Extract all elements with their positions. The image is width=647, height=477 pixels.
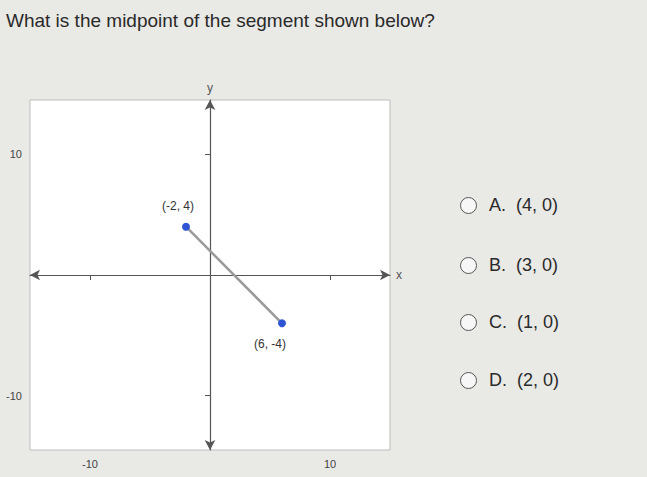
- html-text:D.: D.: [489, 370, 507, 390]
- html-text:(1, 0): (1, 0): [517, 312, 559, 332]
- svg-text:-10: -10: [6, 390, 22, 402]
- svg-text:-10: -10: [82, 458, 98, 470]
- svg-text:x: x: [396, 268, 402, 282]
- html-text:A.: A.: [489, 195, 506, 215]
- html-text:(2, 0): (2, 0): [517, 370, 559, 390]
- html-text:What is the midpoint of the se: What is the midpoint of the segment show…: [6, 10, 435, 31]
- html-text:(3, 0): (3, 0): [516, 255, 558, 275]
- svg-text:(6, -4): (6, -4): [254, 337, 286, 351]
- svg-text:y: y: [207, 81, 213, 95]
- html-text:(4, 0): (4, 0): [516, 195, 558, 215]
- html-text:B.: B.: [489, 255, 506, 275]
- html-text:C.: C.: [489, 312, 507, 332]
- svg-text:(-2, 4): (-2, 4): [162, 199, 194, 213]
- svg-text:10: 10: [324, 458, 336, 470]
- svg-text:10: 10: [10, 148, 22, 160]
